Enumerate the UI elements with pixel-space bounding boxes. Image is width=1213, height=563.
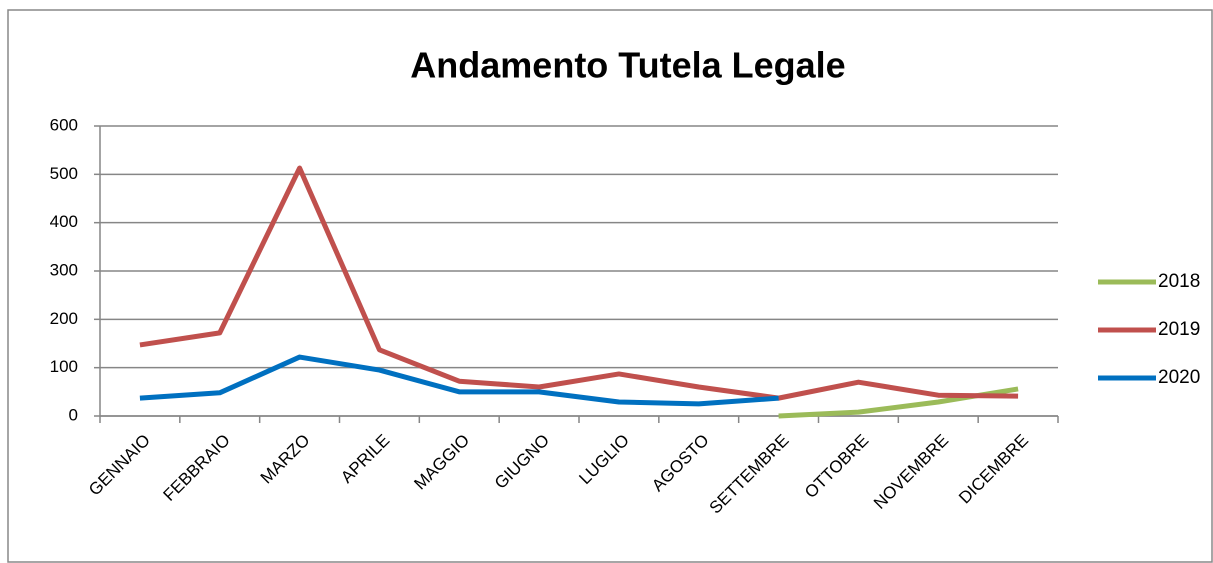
legend-label: 2020: [1158, 367, 1200, 388]
series-line: [139, 354, 779, 407]
legend-label: 2019: [1158, 319, 1200, 340]
y-tick-label: 300: [50, 260, 78, 279]
series-line: [139, 165, 1019, 401]
y-tick-label: 200: [50, 309, 78, 328]
y-tick-label: 600: [50, 115, 78, 134]
y-tick-label: 100: [50, 357, 78, 376]
legend-label: 2018: [1158, 271, 1200, 292]
y-tick-label: 500: [50, 164, 78, 183]
chart-frame: [7, 9, 1213, 563]
y-tick-label: 0: [69, 405, 78, 424]
y-tick-label: 400: [50, 212, 78, 231]
chart-title: Andamento Tutela Legale: [410, 45, 845, 86]
